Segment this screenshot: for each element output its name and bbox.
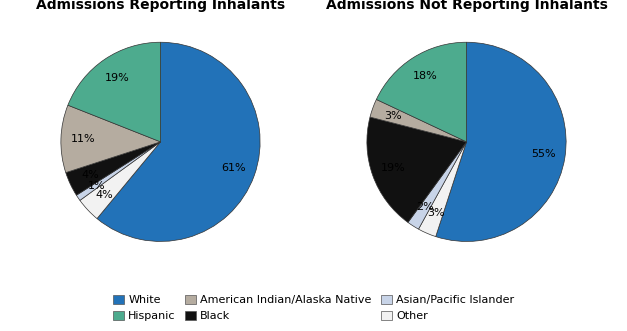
Text: 4%: 4% — [82, 170, 99, 180]
Wedge shape — [80, 142, 161, 218]
Text: 1%: 1% — [87, 180, 105, 191]
Wedge shape — [68, 42, 161, 142]
Wedge shape — [61, 105, 161, 173]
Text: 3%: 3% — [427, 208, 445, 218]
Wedge shape — [76, 142, 161, 200]
Text: 55%: 55% — [531, 149, 556, 159]
Wedge shape — [66, 142, 161, 195]
Text: 18%: 18% — [413, 71, 437, 81]
Text: 3%: 3% — [384, 111, 402, 120]
Title: Admissions Not Reporting Inhalants: Admissions Not Reporting Inhalants — [325, 0, 608, 12]
Text: 61%: 61% — [221, 163, 246, 173]
Text: 19%: 19% — [105, 72, 129, 83]
Wedge shape — [376, 42, 466, 142]
Text: 11%: 11% — [70, 134, 95, 144]
Legend: White, Hispanic, American Indian/Alaska Native, Black, Asian/Pacific Islander, O: White, Hispanic, American Indian/Alaska … — [108, 290, 519, 325]
Title: Admissions Reporting Inhalants: Admissions Reporting Inhalants — [36, 0, 285, 12]
Wedge shape — [418, 142, 466, 237]
Wedge shape — [97, 42, 260, 241]
Text: 2%: 2% — [416, 203, 434, 213]
Text: 4%: 4% — [95, 190, 113, 200]
Text: 19%: 19% — [381, 163, 406, 173]
Wedge shape — [367, 117, 466, 222]
Wedge shape — [436, 42, 566, 241]
Wedge shape — [408, 142, 466, 229]
Wedge shape — [370, 99, 466, 142]
